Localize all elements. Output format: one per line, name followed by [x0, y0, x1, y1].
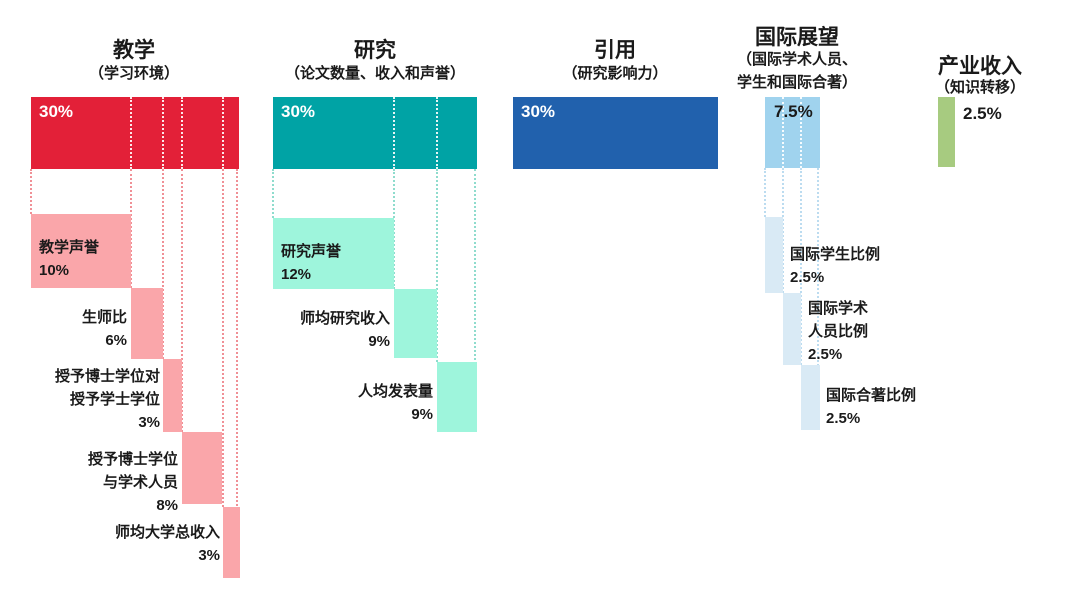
subcategory-bar — [273, 218, 394, 289]
category-weight-bar — [938, 97, 955, 167]
bar-divider-line — [162, 97, 164, 169]
bar-divider-line — [222, 97, 224, 169]
subcategory-label-line: 2.5% — [808, 346, 843, 363]
subcategory-label-line: 人员比例 — [808, 323, 869, 340]
subcategory-label: 师均研究收入 9% — [300, 307, 390, 353]
subcategory-label-line: 授予学士学位 — [69, 391, 160, 408]
subcategory-bar — [801, 365, 820, 430]
subcategory-bar — [394, 289, 437, 358]
subcategory-label-line: 2.5% — [790, 269, 825, 286]
dotted-guide-line — [236, 169, 238, 578]
subcategory-label-line: 授予博士学位 — [87, 451, 178, 468]
category-subtitle: （学习环境） — [88, 65, 180, 82]
subcategory-label-line: 9% — [411, 406, 433, 423]
category-title: 引用 — [594, 39, 636, 62]
dotted-guide-line — [800, 168, 802, 365]
subcategory-bar — [783, 293, 801, 365]
dotted-guide-line — [162, 169, 164, 359]
subcategory-label-line: 3% — [198, 547, 220, 564]
subcategory-label: 国际学生比例 2.5% — [790, 243, 880, 289]
category-title: 教学 — [113, 39, 155, 62]
category-subtitle: （国际学术人员、 — [736, 51, 858, 68]
dotted-guide-line — [272, 169, 274, 218]
category-weight-bar — [273, 97, 477, 169]
subcategory-label: 国际学术人员比例 2.5% — [808, 297, 868, 366]
subcategory-label-line: 研究声誉 — [281, 243, 342, 260]
subcategory-label-line: 8% — [156, 497, 178, 514]
subcategory-label-line: 3% — [138, 414, 160, 431]
subcategory-bar — [31, 214, 131, 288]
bar-divider-line — [393, 97, 395, 169]
bar-divider-line — [181, 97, 183, 169]
subcategory-label: 教学声誉 10% — [39, 236, 99, 282]
category-weight-bar — [765, 97, 820, 168]
subcategory-label-line: 9% — [368, 333, 390, 350]
category-weight-bar — [31, 97, 239, 169]
subcategory-label-line: 人均发表量 — [357, 383, 433, 400]
bar-divider-line — [436, 97, 438, 169]
category-title: 研究 — [354, 39, 396, 62]
subcategory-label-line: 生师比 — [81, 309, 127, 326]
dotted-guide-line — [764, 168, 766, 217]
dotted-guide-line — [782, 168, 784, 293]
subcategory-label-line: 国际学术 — [808, 300, 869, 317]
category-title: 国际展望 — [755, 26, 839, 49]
subcategory-bar — [182, 432, 222, 504]
subcategory-label-line: 2.5% — [826, 410, 861, 427]
category-subtitle: 学生和国际合著） — [736, 74, 858, 91]
dotted-guide-line — [222, 169, 224, 507]
subcategory-label-line: 教学声誉 — [39, 239, 100, 256]
subcategory-label: 授予博士学位与学术人员 8% — [88, 448, 178, 517]
category-weight-label: 30% — [521, 102, 556, 121]
subcategory-bar — [223, 507, 240, 578]
subcategory-bar — [437, 362, 477, 432]
subcategory-label-line: 师均大学总收入 — [114, 524, 220, 541]
category-weight-bar — [513, 97, 718, 169]
dotted-guide-line — [130, 169, 132, 288]
subcategory-label-line: 与学术人员 — [102, 474, 178, 491]
subcategory-bar — [765, 217, 783, 293]
category-subtitle: （论文数量、收入和声誉） — [284, 65, 466, 82]
subcategory-label: 人均发表量 9% — [358, 380, 433, 426]
subcategory-label: 授予博士学位对授予学士学位 3% — [55, 365, 160, 434]
bar-divider-line — [130, 97, 132, 169]
bar-divider-line — [800, 97, 802, 168]
dotted-guide-line — [436, 169, 438, 362]
subcategory-label-line: 师均研究收入 — [299, 310, 390, 327]
subcategory-label-line: 国际学生比例 — [790, 246, 881, 263]
subcategory-label-line: 10% — [39, 262, 70, 279]
subcategory-label-line: 12% — [281, 266, 312, 283]
category-weight-label: 30% — [281, 102, 316, 121]
subcategory-label-line: 6% — [105, 332, 127, 349]
category-weight-label: 30% — [39, 102, 74, 121]
subcategory-bar — [131, 288, 163, 359]
dotted-guide-line — [30, 169, 32, 214]
subcategory-label: 国际合著比例 2.5% — [826, 384, 916, 430]
category-weight-label: 7.5% — [774, 102, 813, 121]
dotted-guide-line — [817, 168, 819, 430]
bar-divider-line — [782, 97, 784, 168]
dotted-guide-line — [393, 169, 395, 289]
subcategory-bar — [163, 359, 182, 432]
category-subtitle: （知识转移） — [934, 79, 1026, 96]
category-title: 产业收入 — [938, 55, 1022, 78]
category-subtitle: （研究影响力） — [562, 65, 668, 82]
subcategory-label: 师均大学总收入 3% — [115, 521, 220, 567]
subcategory-label-line: 授予博士学位对 — [54, 368, 160, 385]
subcategory-label: 研究声誉 12% — [281, 240, 341, 286]
category-weight-label: 2.5% — [963, 104, 1002, 123]
subcategory-label: 生师比 6% — [82, 306, 127, 352]
dotted-guide-line — [181, 169, 183, 432]
subcategory-label-line: 国际合著比例 — [826, 387, 917, 404]
dotted-guide-line — [474, 169, 476, 432]
